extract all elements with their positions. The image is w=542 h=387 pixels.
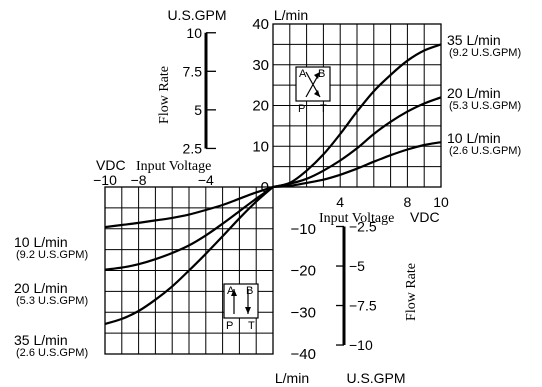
gpm-tick-label: −2.5 <box>349 218 377 234</box>
x-tick-label: −4 <box>198 172 214 188</box>
series-line-4 <box>104 186 274 271</box>
valve-box <box>223 283 259 319</box>
series-label-gpm: (2.6 U.S.GPM) <box>449 145 521 157</box>
x-axis-label-negative: Input Voltage <box>136 159 211 174</box>
gpm-scale-positive: 10 7.5 5 2.5 <box>183 25 216 156</box>
gpm-tick-label: 5 <box>194 102 202 118</box>
flow-rate-label-bottom: Flow Rate <box>404 263 419 321</box>
y-tick-label: −10 <box>291 221 316 238</box>
valve-port-label: P <box>298 103 305 115</box>
valve-arrow-head <box>314 90 320 97</box>
series-label-name: 10 L/min <box>447 130 501 146</box>
series-line-2 <box>272 141 442 189</box>
gpm-tick-label: −5 <box>349 258 365 274</box>
y-tick-label: 10 <box>252 138 269 155</box>
series-label-gpm: (5.3 U.S.GPM) <box>16 295 88 307</box>
x-tick-label: 8 <box>404 194 412 210</box>
y-tick-label: −20 <box>291 263 316 280</box>
valve-port-label: B <box>246 285 253 297</box>
series-label-gpm: (2.6 U.S.GPM) <box>16 347 88 359</box>
flow-rate-label-top: Flow Rate <box>157 66 172 124</box>
x-tick-labels-negative: −10 −8 −4 <box>93 172 214 188</box>
y-tick-label: 30 <box>252 57 269 74</box>
gpm-tick-label: 10 <box>186 25 202 41</box>
valve-port-label: A <box>299 68 307 80</box>
y-tick-label: 20 <box>252 98 269 115</box>
gpm-tick-label: 7.5 <box>183 63 203 79</box>
x-tick-label: 4 <box>336 194 344 210</box>
gpm-scale-negative: −2.5 −5 −7.5 −10 <box>336 218 377 353</box>
series-label-gpm: (5.3 U.S.GPM) <box>449 100 521 112</box>
y-axis-unit-lpm-top: L/min <box>274 7 308 23</box>
valve-port-label: B <box>318 68 325 80</box>
series-line-1 <box>272 96 442 189</box>
y-tick-label: −30 <box>291 304 316 321</box>
series-labels: 35 L/min(9.2 U.S.GPM)20 L/min(5.3 U.S.GP… <box>14 32 521 359</box>
y-tick-label: 40 <box>252 16 269 33</box>
valve-arrow-head <box>314 72 320 79</box>
x-tick-label: −10 <box>93 172 117 188</box>
valve-symbol-parallel: A B P T <box>223 283 259 332</box>
valve-arrow-head <box>231 289 237 296</box>
valve-arrow-head <box>245 307 251 314</box>
x-tick-label: 10 <box>433 194 449 210</box>
series-label-name: 10 L/min <box>14 234 68 250</box>
gpm-tick-label: 2.5 <box>183 140 203 156</box>
frame-positive-quadrant <box>272 23 442 188</box>
valve-symbol-crossed: A B P T <box>295 66 331 115</box>
gpm-unit-bottom: U.S.GPM <box>346 370 405 386</box>
y-tick-labels-positive: 40 30 20 10 0 <box>252 16 269 196</box>
series-line-3 <box>104 185 274 229</box>
grid-negative-quadrant <box>105 187 273 354</box>
grid-positive-quadrant <box>273 24 441 187</box>
gpm-tick-label: −7.5 <box>349 298 377 314</box>
series-label-name: 35 L/min <box>14 332 68 348</box>
y-tick-label: 0 <box>261 179 269 196</box>
series-line-0 <box>272 43 442 189</box>
x-axis-unit-negative: VDC <box>96 157 126 173</box>
y-tick-labels-negative: −10 −20 −30 −40 <box>291 221 316 363</box>
valve-port-label: T <box>320 103 327 115</box>
series-line-5 <box>104 186 274 325</box>
gpm-tick-label: −10 <box>349 337 373 353</box>
x-axis-label-positive: Input Voltage <box>319 211 394 226</box>
series-label-gpm: (9.2 U.S.GPM) <box>16 249 88 261</box>
flow-curves <box>104 43 442 325</box>
y-axis-unit-lpm-bottom: L/min <box>275 370 309 386</box>
gpm-unit-top: U.S.GPM <box>167 7 226 23</box>
y-tick-label: −40 <box>291 346 316 363</box>
valve-port-label: P <box>226 320 233 332</box>
valve-port-label: T <box>248 320 255 332</box>
series-label-name: 20 L/min <box>14 280 68 296</box>
frame-negative-quadrant <box>104 186 274 355</box>
series-label-gpm: (9.2 U.S.GPM) <box>449 47 521 59</box>
x-tick-labels-positive: 4 8 10 <box>336 194 449 210</box>
valve-port-label: A <box>227 285 235 297</box>
series-label-name: 35 L/min <box>447 32 501 48</box>
x-axis-unit-positive: VDC <box>410 209 440 225</box>
series-label-name: 20 L/min <box>447 85 501 101</box>
x-tick-label: −8 <box>131 172 147 188</box>
